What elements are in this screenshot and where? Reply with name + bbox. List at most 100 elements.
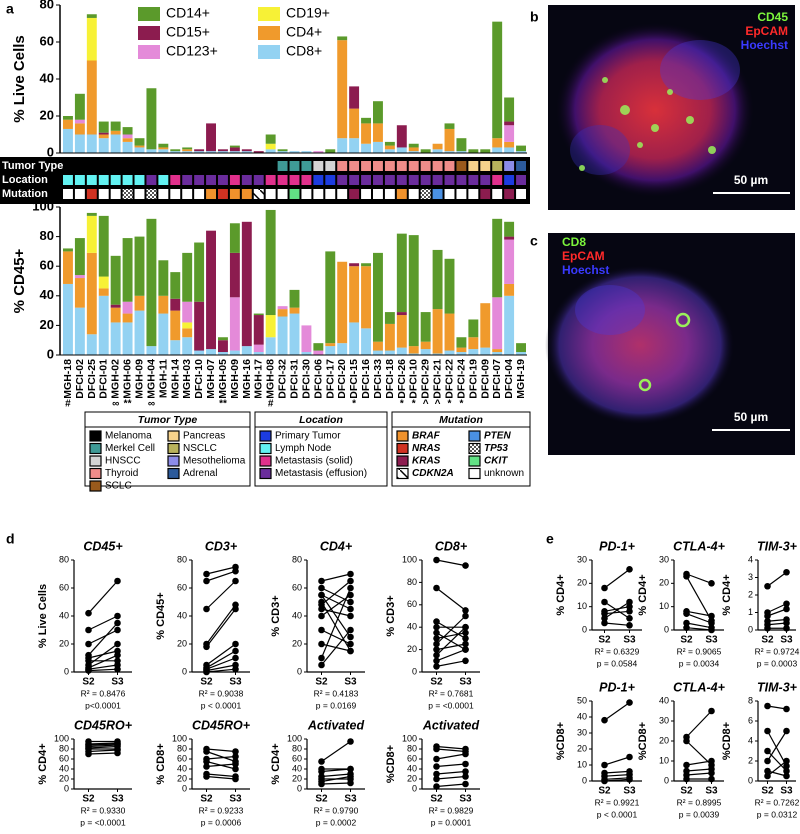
bar-segment <box>110 255 121 305</box>
x-tick-label: MGH-17 <box>253 359 265 399</box>
bar-segment <box>170 298 181 311</box>
stat-text: p < 0.0001 <box>201 700 242 710</box>
bar-segment <box>182 337 193 355</box>
bar-segment <box>241 221 252 347</box>
bar-segment <box>492 21 503 139</box>
legend-label: CD15+ <box>166 24 210 40</box>
pair-line <box>436 770 466 775</box>
pair-line <box>88 745 118 749</box>
bar-segment <box>158 149 169 153</box>
legend-label: CKIT <box>484 456 508 467</box>
pair-line <box>686 768 712 772</box>
track-cell <box>468 189 479 199</box>
bar-segment <box>110 134 121 153</box>
x-tick-label: DFCI-10 <box>408 359 420 399</box>
track-cell <box>420 175 431 185</box>
y-tick-label: 0 <box>47 144 54 159</box>
data-point <box>318 612 325 620</box>
legend-label: CDKN2A <box>412 468 454 479</box>
pair-line <box>206 750 236 763</box>
y-tick-label: 0 <box>664 775 669 785</box>
data-point <box>232 567 239 575</box>
pair-line <box>321 773 351 778</box>
bar-segment <box>74 123 85 135</box>
y-tick-label: 6 <box>748 715 753 725</box>
annotation: ^ <box>423 399 429 410</box>
stat-text: p = 0.0034 <box>679 658 720 668</box>
data-point <box>318 654 325 662</box>
track-cell <box>253 189 264 199</box>
y-tick-label: 20 <box>577 578 587 588</box>
stat-text: R² = 0.9829 <box>429 805 474 815</box>
y-tick-label: 10 <box>659 601 669 611</box>
legend-swatch <box>258 7 280 21</box>
data-point <box>462 646 469 653</box>
pair-line <box>686 627 712 631</box>
legend-swatch <box>167 455 180 467</box>
channel-label: CD8 <box>562 235 586 249</box>
data-point <box>764 624 771 632</box>
data-point <box>626 622 633 629</box>
data-point <box>318 605 325 613</box>
legend-swatch <box>259 430 272 442</box>
panel-label: a <box>6 1 14 17</box>
track-cell <box>432 161 443 171</box>
track-cell <box>325 189 336 199</box>
track-cell <box>492 175 503 185</box>
bar-segment <box>408 235 419 347</box>
track-cell <box>253 161 264 171</box>
track-cell <box>468 175 479 185</box>
bar-segment <box>265 209 276 316</box>
data-point <box>462 750 469 758</box>
bar-segment <box>218 340 228 353</box>
track-cell <box>384 189 395 199</box>
bar-segment <box>253 151 264 153</box>
x-tick-label: S3 <box>344 677 357 688</box>
pair-line <box>604 778 630 782</box>
x-tick-label: S3 <box>111 677 124 688</box>
track-cell <box>468 161 479 171</box>
pair-line <box>206 664 236 672</box>
track-cell <box>373 161 383 171</box>
x-tick-label: DFCI-18 <box>384 359 396 399</box>
pair-line <box>206 773 236 778</box>
data-point <box>601 610 608 617</box>
y-tick-label: 60 <box>177 582 187 592</box>
data-point <box>433 663 440 670</box>
data-point <box>318 758 325 765</box>
data-point <box>708 769 715 777</box>
bar-segment <box>444 350 455 355</box>
channel-label: EpCAM <box>562 249 605 263</box>
pair-line <box>206 763 236 768</box>
bar-segment <box>492 147 503 153</box>
pair-line <box>436 615 466 645</box>
bar-segment <box>158 143 169 148</box>
bar-segment <box>134 236 145 296</box>
data-point <box>601 615 608 622</box>
data-point <box>683 610 690 617</box>
pair-line <box>88 622 118 656</box>
legend-swatch <box>89 442 102 455</box>
pair-line <box>206 668 236 673</box>
bar-segment <box>301 352 312 355</box>
bar-segment <box>492 138 503 148</box>
data-point <box>114 626 121 634</box>
track-cell <box>206 175 216 185</box>
pair-line <box>88 643 118 666</box>
bar-segment <box>63 128 73 153</box>
x-tick-label: DFCI-01 <box>98 359 110 399</box>
legend-swatch <box>396 455 409 467</box>
plot-title: CD45+ <box>83 539 123 553</box>
bar-segment <box>158 313 169 355</box>
bar-segment <box>456 337 467 348</box>
pair-line <box>686 740 712 766</box>
track-cell <box>229 161 240 171</box>
bar-segment <box>396 347 407 355</box>
bar-segment <box>206 230 216 350</box>
track-cell <box>98 189 109 199</box>
pair-line <box>88 580 118 614</box>
pair-line <box>321 629 351 666</box>
y-tick-label: 2 <box>748 755 753 765</box>
bar-segment <box>194 242 205 302</box>
track-cell <box>289 175 300 185</box>
